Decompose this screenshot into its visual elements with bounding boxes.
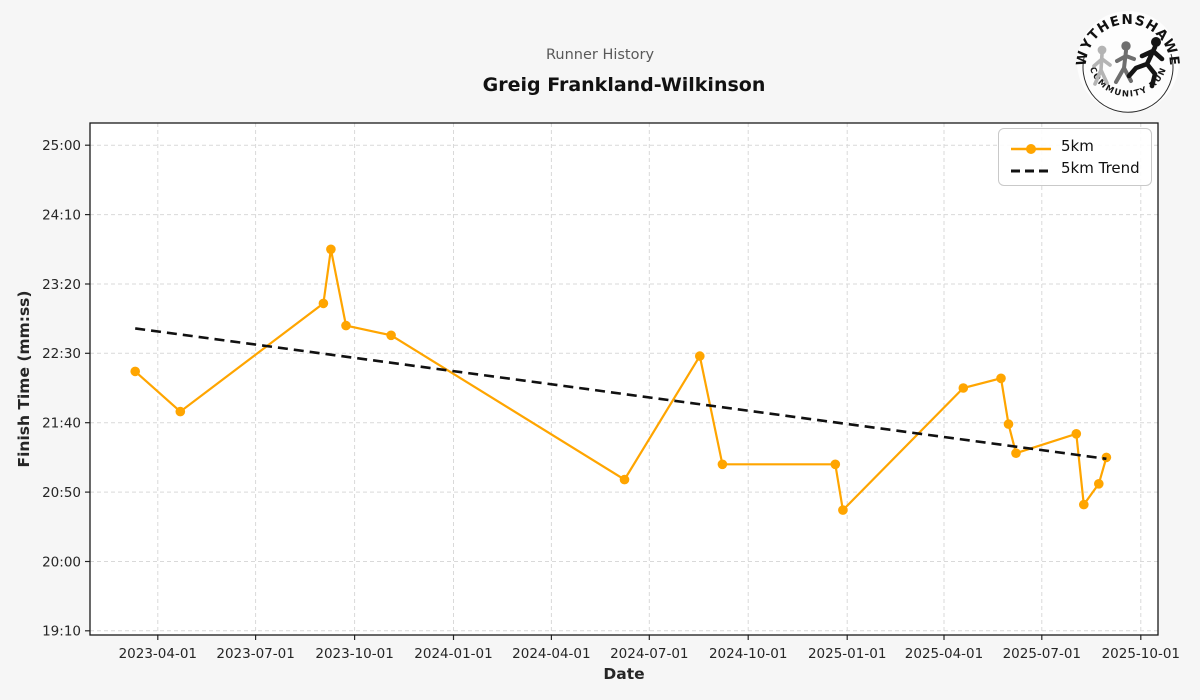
data-point — [1003, 419, 1014, 429]
runner-jogging-icon — [1114, 41, 1136, 84]
legend-line-marker-icon — [1010, 140, 1052, 154]
legend-sample-glyph — [1011, 169, 1051, 173]
x-tick-label: 2024-04-01 — [512, 646, 590, 662]
x-tick-label: 2023-04-01 — [119, 646, 197, 662]
plot-area — [90, 123, 1158, 635]
x-tick-label: 2024-10-01 — [709, 646, 787, 662]
y-tick-label: 21:40 — [42, 416, 81, 432]
runner-sprinting-icon — [1126, 37, 1165, 89]
data-point — [717, 459, 728, 470]
data-point — [695, 351, 705, 361]
data-point — [175, 406, 186, 417]
data-point — [619, 474, 630, 485]
x-tick-label: 2025-07-01 — [1003, 646, 1081, 662]
x-tick-label: 2025-04-01 — [905, 646, 983, 662]
data-point — [1079, 499, 1089, 510]
data-point — [1071, 429, 1082, 439]
y-tick-label: 23:20 — [42, 277, 81, 293]
data-point — [838, 505, 848, 515]
data-point — [386, 330, 396, 341]
x-tick-label: 2024-01-01 — [414, 646, 492, 662]
legend-label-5km: 5km — [1061, 137, 1094, 155]
legend-dashed-line-icon — [1010, 162, 1052, 174]
legend: 5km 5km Trend — [998, 128, 1152, 186]
data-point — [341, 320, 351, 331]
data-point — [958, 383, 969, 393]
data-point — [830, 459, 841, 470]
x-tick-label: 2025-01-01 — [808, 646, 886, 662]
legend-label-5km-trend: 5km Trend — [1061, 159, 1140, 177]
data-point — [1101, 452, 1112, 463]
logo-ring-arc — [1082, 53, 1174, 113]
club-logo: WYTHENSHAWE COMMUNITY RUN — [1073, 11, 1181, 113]
data-point — [130, 366, 140, 377]
legend-item-5km: 5km — [1010, 135, 1140, 157]
chart-title: Greig Frankland-Wilkinson — [482, 74, 766, 96]
x-tick-label: 2023-10-01 — [315, 646, 393, 662]
data-point — [318, 298, 329, 309]
data-point — [996, 373, 1006, 384]
y-tick-label: 22:30 — [42, 346, 81, 362]
x-tick-label: 2024-07-01 — [610, 646, 688, 662]
y-tick-label: 25:00 — [42, 138, 81, 154]
data-point — [1094, 479, 1104, 489]
trend-line — [135, 327, 1107, 461]
x-tick-label: 2025-10-01 — [1102, 646, 1180, 662]
plot-border — [89, 122, 1159, 636]
data-point — [326, 244, 336, 255]
y-axis-label: Finish Time (mm:ss) — [15, 290, 33, 468]
chart-suptitle: Runner History — [545, 47, 655, 63]
data-point — [1011, 448, 1021, 459]
legend-sample-glyph — [1011, 144, 1051, 154]
y-tick-label: 20:00 — [42, 554, 81, 570]
x-axis-label: Date — [603, 665, 645, 683]
runner-walking-icon — [1092, 45, 1112, 86]
y-tick-label: 24:10 — [42, 207, 81, 223]
y-tick-label: 19:10 — [42, 624, 81, 640]
y-tick-label: 20:50 — [42, 485, 81, 501]
x-tick-label: 2023-07-01 — [216, 646, 294, 662]
legend-item-5km-trend: 5km Trend — [1010, 157, 1140, 179]
